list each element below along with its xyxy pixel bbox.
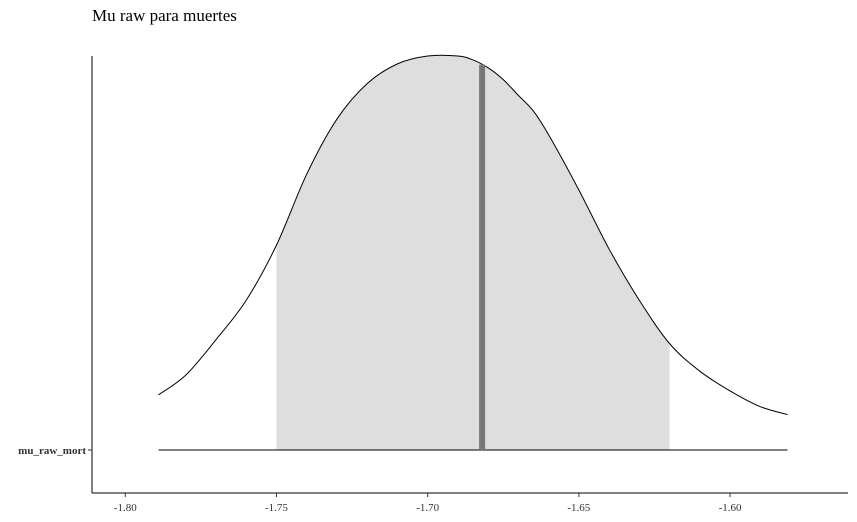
x-tick-label: -1.65 (567, 502, 590, 514)
x-tick-label: -1.60 (719, 502, 742, 514)
x-tick-label: -1.70 (416, 502, 439, 514)
axes: -1.80 -1.75 -1.70 -1.65 -1.60 mu_raw_mort (18, 56, 848, 514)
x-tick-label: -1.80 (114, 502, 137, 514)
plot-area (158, 54, 788, 451)
density-curve (158, 54, 788, 416)
chart-title: Mu raw para muertes (92, 6, 237, 25)
x-tick-label: -1.75 (265, 502, 288, 514)
y-tick-label: mu_raw_mort (18, 445, 86, 457)
credible-interval-area (276, 55, 670, 450)
